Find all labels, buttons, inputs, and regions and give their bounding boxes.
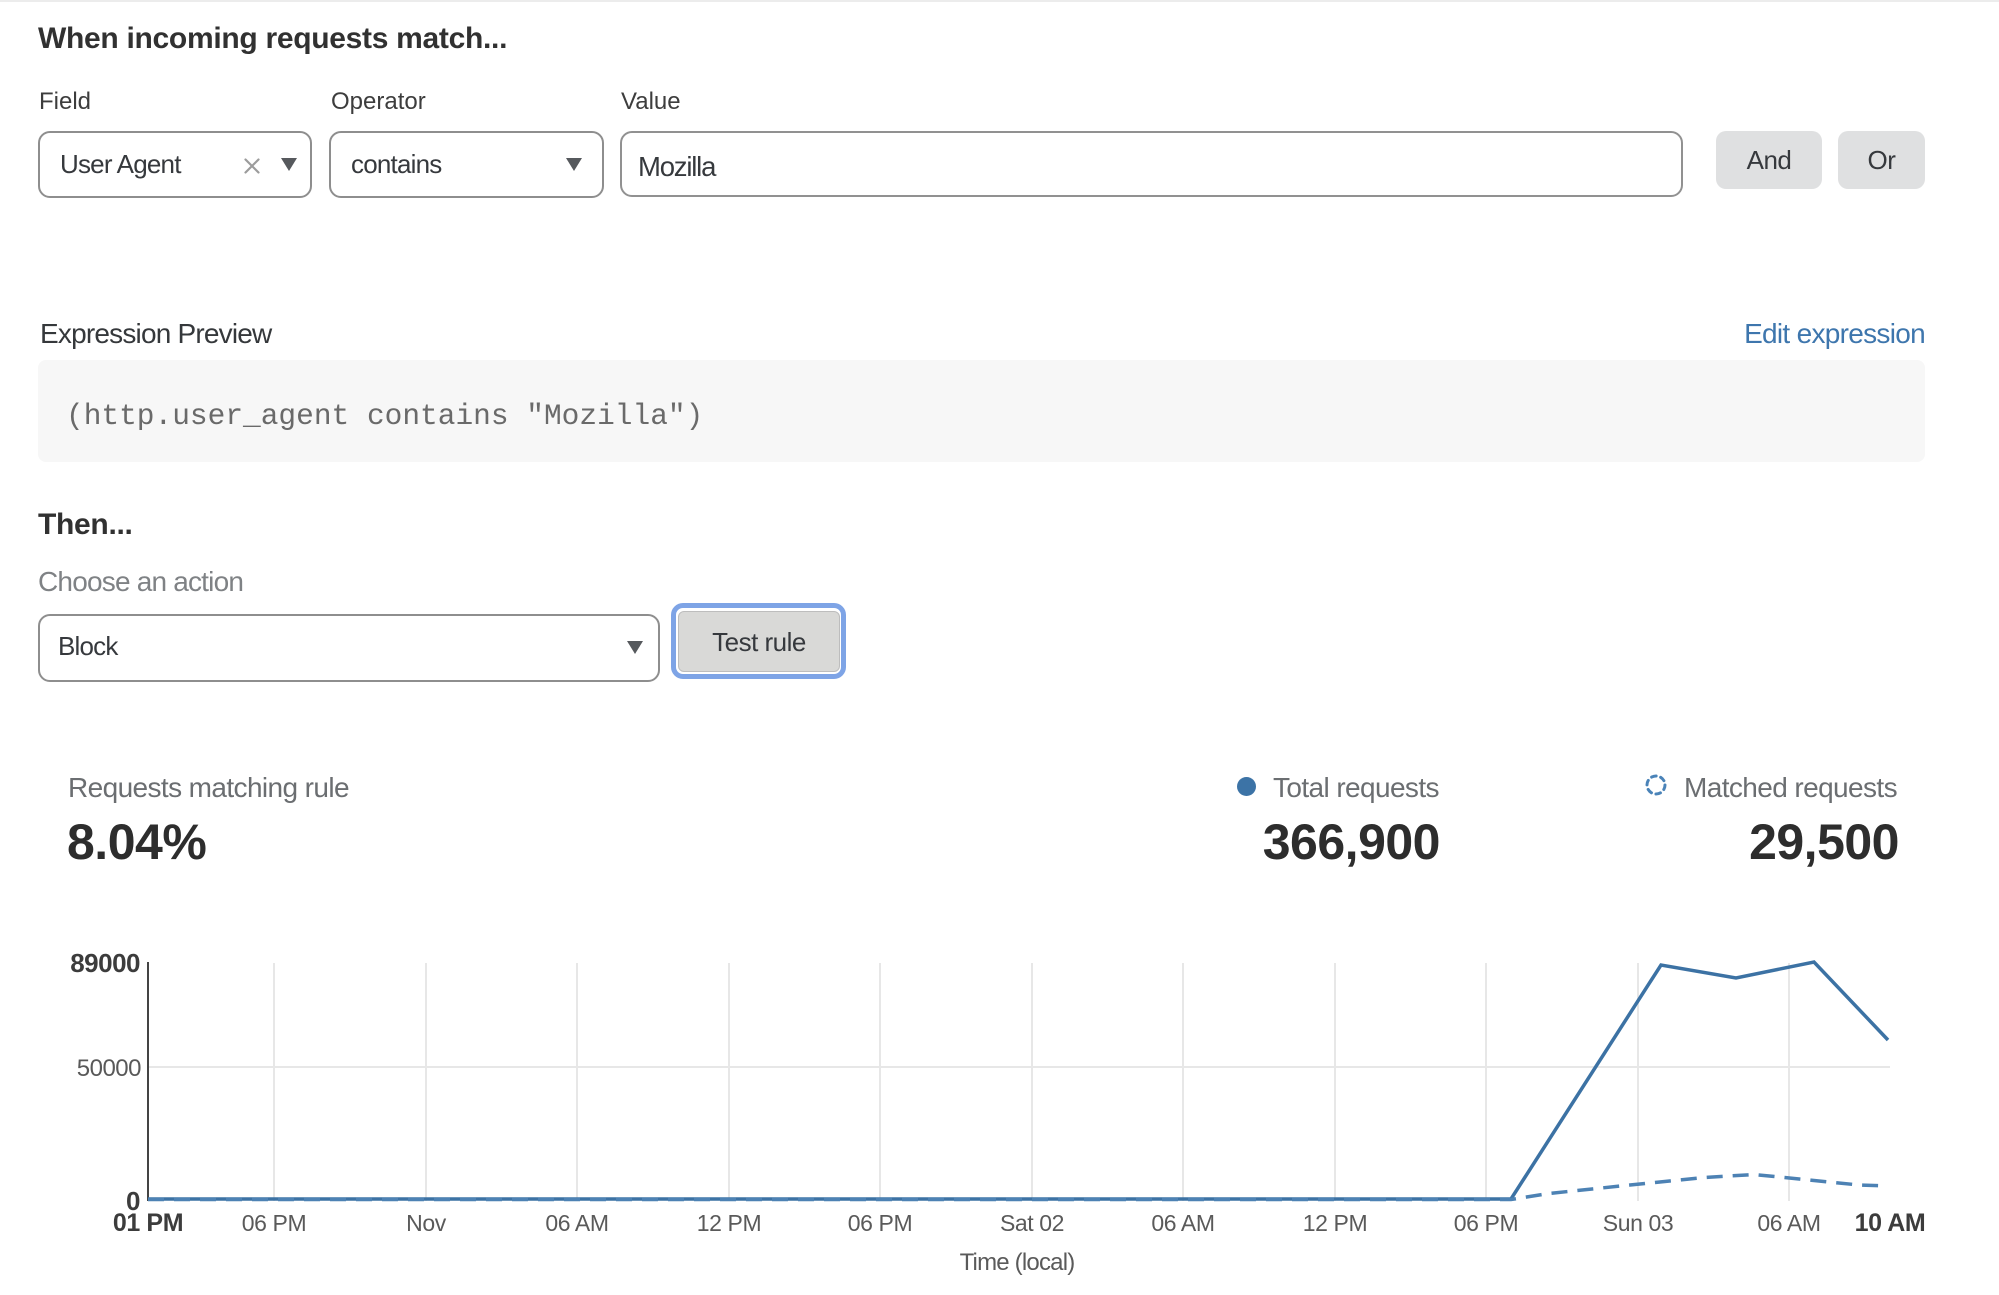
svg-text:01 PM: 01 PM xyxy=(113,1209,183,1237)
svg-text:0: 0 xyxy=(126,1186,140,1216)
svg-text:06 PM: 06 PM xyxy=(242,1210,306,1236)
svg-text:12 PM: 12 PM xyxy=(697,1210,761,1236)
svg-text:Time (local): Time (local) xyxy=(960,1249,1075,1276)
svg-text:89000: 89000 xyxy=(70,948,140,978)
svg-text:10 AM: 10 AM xyxy=(1855,1209,1926,1237)
svg-text:50000: 50000 xyxy=(77,1055,141,1082)
svg-text:12 PM: 12 PM xyxy=(1303,1210,1367,1236)
svg-text:06 AM: 06 AM xyxy=(545,1210,608,1236)
svg-text:06 PM: 06 PM xyxy=(1454,1210,1518,1236)
svg-text:Sat 02: Sat 02 xyxy=(1000,1210,1064,1236)
svg-text:Nov: Nov xyxy=(406,1210,447,1236)
svg-text:06 PM: 06 PM xyxy=(848,1210,912,1236)
svg-text:06 AM: 06 AM xyxy=(1151,1210,1214,1236)
svg-text:06 AM: 06 AM xyxy=(1757,1210,1820,1236)
svg-text:Sun 03: Sun 03 xyxy=(1603,1210,1674,1236)
